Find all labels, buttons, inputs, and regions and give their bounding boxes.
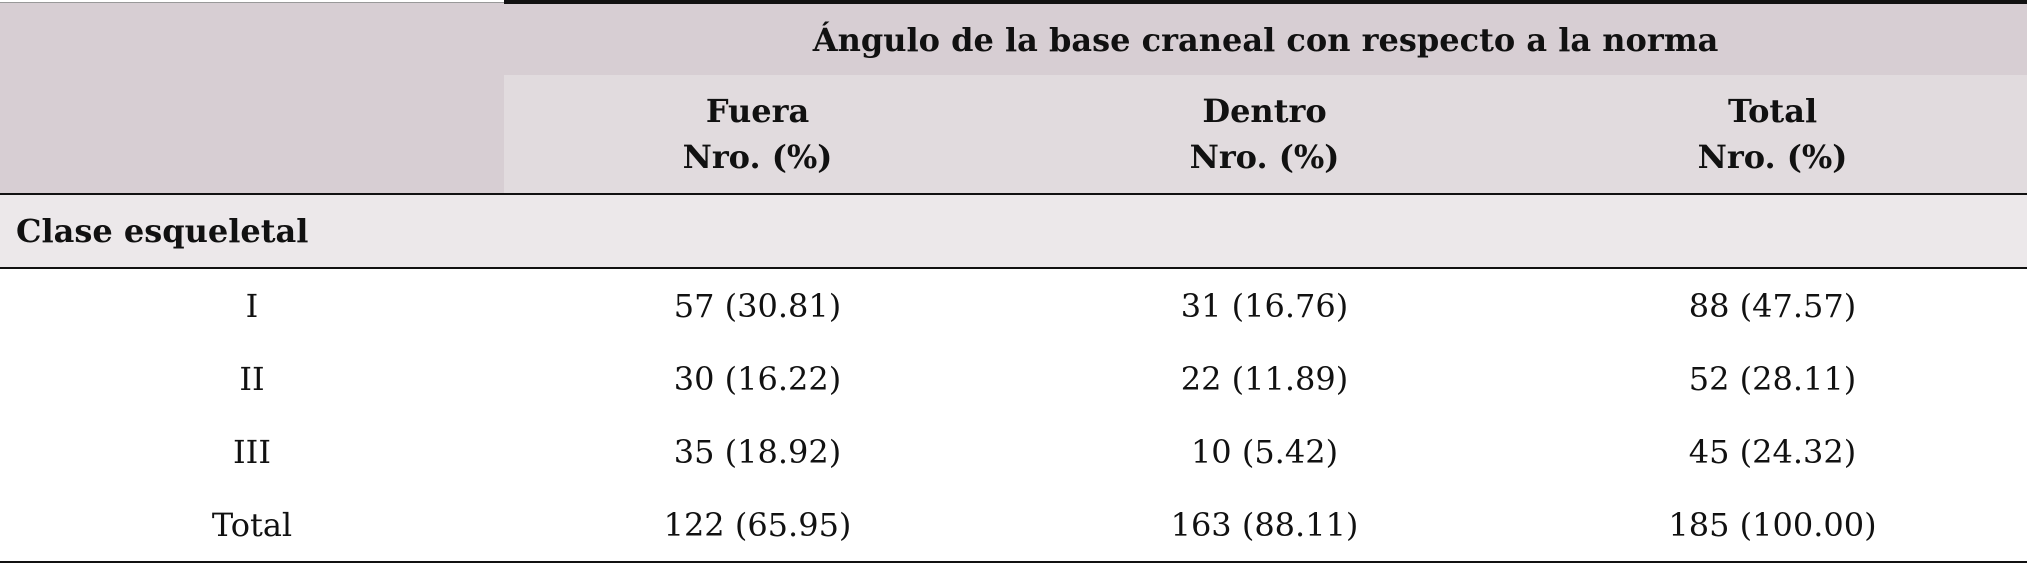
data-cell: 52 (28.11) [1688,359,1857,398]
data-cell: 30 (16.22) [673,359,842,398]
column-header-line: Nro. (%) [1697,138,1848,176]
data-cell: 185 (100.00) [1518,488,2027,563]
column-header-row: Fuera Nro. (%) Dentro Nro. (%) Total Nro. (%) [0,75,2027,195]
column-header-line: Fuera [705,92,810,130]
data-cell: 35 (18.92) [673,432,842,471]
column-header-line: Nro. (%) [682,138,833,176]
column-header: Fuera Nro. (%) [504,75,1011,195]
corner-cell [0,1,504,195]
header-row: Ángulo de la base craneal con respecto a… [0,0,2027,195]
section-label: Clase esqueletal [0,194,2027,269]
data-row: Total 122 (65.95) 163 (88.11) 185 (100.00) [0,488,2027,563]
group-header: Ángulo de la base craneal con respecto a… [504,0,2027,75]
data-row: III 35 (18.92) 10 (5.42) 45 (24.32) [0,415,2027,488]
column-header-line: Dentro [1202,92,1327,130]
section-row: Clase esqueletal [0,194,2027,269]
data-cell: 10 (5.42) [1190,432,1339,471]
data-cell: 22 (11.89) [1180,359,1349,398]
data-cell: 163 (88.11) [1011,488,1518,563]
data-cell: 88 (47.57) [1688,286,1857,325]
row-label: III [233,432,271,471]
column-header: Total Nro. (%) [1518,75,2027,195]
data-cell: 31 (16.76) [1180,286,1349,325]
data-row: I 57 (30.81) 31 (16.76) 88 (47.57) [0,268,2027,342]
column-header-line: Total [1727,92,1818,130]
data-row: II 30 (16.22) 22 (11.89) 52 (28.11) [0,342,2027,415]
row-label: I [245,286,259,325]
data-cell: 57 (30.81) [673,286,842,325]
data-cell: 45 (24.32) [1688,432,1857,471]
row-label: Total [0,488,504,563]
data-cell: 122 (65.95) [504,488,1011,563]
column-header: Dentro Nro. (%) [1011,75,1518,195]
row-label: II [239,359,265,398]
column-header-line: Nro. (%) [1189,138,1340,176]
